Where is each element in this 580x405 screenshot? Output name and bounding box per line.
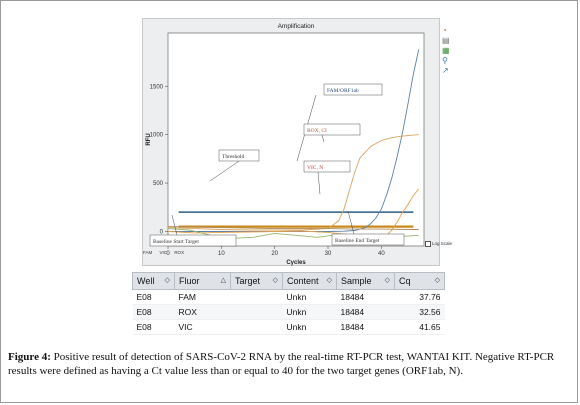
cell-fluor: ROX <box>174 304 231 320</box>
col-header-target[interactable]: Target ◇ <box>230 272 283 290</box>
series-line-other <box>167 226 419 230</box>
col-header-content[interactable]: Content ◇ <box>282 272 337 290</box>
cell-target <box>230 289 283 305</box>
x-tick-label: 0 <box>166 251 170 257</box>
plot-area <box>167 32 425 247</box>
annotation-leader <box>209 160 240 182</box>
annotation-label: VIC, N <box>307 165 323 171</box>
annotation-leader <box>347 210 355 235</box>
export-icon[interactable]: ▦ <box>442 46 450 55</box>
y-tick-label: 1000 <box>150 133 164 139</box>
series-line-rox <box>167 134 419 231</box>
col-header-well[interactable]: Well ◇ <box>132 272 175 290</box>
figure-caption: Figure 4: Positive result of detection o… <box>8 350 572 378</box>
annotation-box <box>303 160 351 173</box>
amplification-chart: Amplification 0 10 20 30 40 0 500 1000 1500 Cycles… <box>146 23 425 266</box>
cell-well: E08 <box>132 289 175 305</box>
annotation-leader <box>171 214 178 236</box>
table-row[interactable]: E08 ROX Unkn 18484 32.56 <box>132 304 445 320</box>
sort-icon: ◇ <box>384 277 390 284</box>
x-axis-label: Cycles <box>286 260 306 266</box>
sort-icon: ◇ <box>434 277 440 284</box>
rox-toggle[interactable]: ROX <box>174 250 185 255</box>
annotation-box <box>218 149 260 162</box>
table-header-row: Well ◇ Fluor △ Target ◇ Content ◇ Sample ◇ Cq… <box>132 272 445 290</box>
cell-sample: 18484 <box>336 319 395 335</box>
annotation-label: Baseline Start Target <box>153 239 199 245</box>
annotation-box <box>323 83 383 96</box>
cell-content: Unkn <box>282 304 337 320</box>
cell-cq: 32.56 <box>394 304 445 320</box>
sort-ascending-icon: △ <box>220 277 226 284</box>
cell-well: E08 <box>132 319 175 335</box>
log-scale-checkbox[interactable]: Log Scale <box>425 241 452 247</box>
caption-text: Positive result of detection of SARS-CoV… <box>8 351 555 377</box>
x-tick-label: 10 <box>218 251 225 257</box>
x-tick-label: 20 <box>271 251 278 257</box>
col-header-cq[interactable]: Cq ◇ <box>394 272 445 290</box>
annotation-label: FAM/ORF1ab <box>327 88 359 94</box>
annotation-leader <box>321 134 325 143</box>
log-scale-label: Log Scale <box>432 241 453 247</box>
y-tick-label: 500 <box>153 181 164 187</box>
table-row[interactable]: E08 FAM Unkn 18484 37.76 <box>132 289 445 305</box>
cell-sample: 18484 <box>336 289 395 305</box>
annotation-leader <box>317 171 321 195</box>
caption-label: Figure 4: <box>8 351 51 363</box>
x-tick-label: 40 <box>378 251 385 257</box>
y-tick-label: 1500 <box>150 84 164 90</box>
sort-icon: ◇ <box>326 277 332 284</box>
fluor-toggle-row: FAM VIC ROX <box>143 250 190 255</box>
checkbox-icon <box>425 241 431 247</box>
zoom-icon[interactable]: ⚲ <box>442 56 448 65</box>
fam-toggle[interactable]: FAM <box>143 250 153 255</box>
y-tick-label: 0 <box>160 229 164 235</box>
chart-title: Amplification <box>278 23 315 30</box>
col-header-fluor[interactable]: Fluor △ <box>174 272 231 290</box>
annotation-box <box>331 233 405 246</box>
help-icon[interactable]: ↗ <box>442 66 449 75</box>
cell-target <box>230 304 283 320</box>
annotation-label: Baseline End Target <box>335 238 380 244</box>
pie-chart-icon[interactable]: ◔ <box>442 26 447 35</box>
annotation-box <box>303 123 361 136</box>
cell-fluor: FAM <box>174 289 231 305</box>
annotation-box <box>149 234 237 247</box>
cell-cq: 41.65 <box>394 319 445 335</box>
sort-icon: ◇ <box>272 277 278 284</box>
cell-well: E08 <box>132 304 175 320</box>
cell-sample: 18484 <box>336 304 395 320</box>
cell-content: Unkn <box>282 289 337 305</box>
cell-target <box>230 319 283 335</box>
results-table: Well ◇ Fluor △ Target ◇ Content ◇ Sample ◇ Cq… <box>132 272 445 335</box>
table-row[interactable]: E08 VIC Unkn 18484 41.65 <box>132 319 445 335</box>
vic-toggle[interactable]: VIC <box>159 250 168 255</box>
cell-cq: 37.76 <box>394 289 445 305</box>
annotation-label: Threshold <box>222 154 245 160</box>
cell-fluor: VIC <box>174 319 231 335</box>
col-header-sample[interactable]: Sample ◇ <box>336 272 395 290</box>
x-tick-label: 30 <box>325 251 332 257</box>
bar-chart-icon[interactable]: ▤ <box>442 36 450 45</box>
annotation-label: ROX, CI <box>307 128 327 134</box>
cell-content: Unkn <box>282 319 337 335</box>
sort-icon: ◇ <box>164 277 170 284</box>
y-axis-label: RFU <box>146 133 152 145</box>
